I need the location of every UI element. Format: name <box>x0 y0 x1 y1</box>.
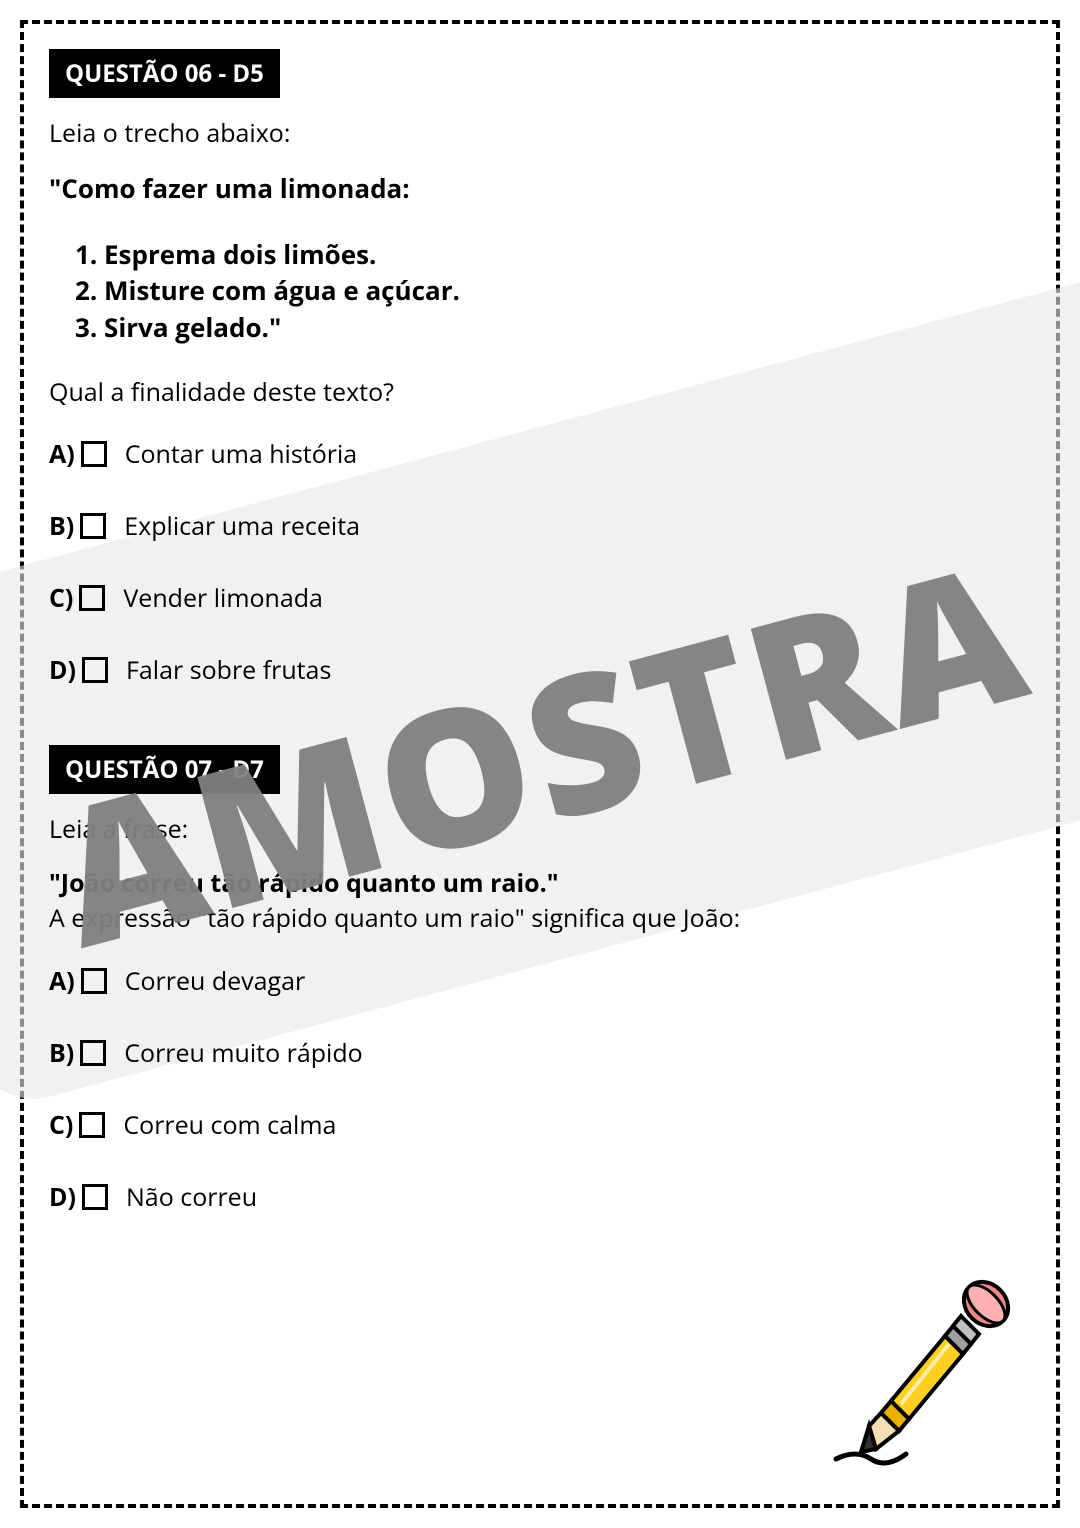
step-item: Sirva gelado." <box>104 309 1031 345</box>
option-row: B) Explicar uma receita <box>49 509 1031 543</box>
bold-quote: "João correu tão rápido quanto um raio." <box>49 866 559 900</box>
question-text-q06: Qual a finalidade deste texto? <box>49 375 1031 409</box>
checkbox[interactable] <box>80 1040 106 1066</box>
option-text: Correu com calma <box>123 1108 336 1142</box>
option-row: D) Falar sobre frutas <box>49 653 1031 687</box>
step-item: Misture com água e açúcar. <box>104 272 1031 308</box>
option-letter: A) <box>49 964 75 998</box>
step-item: Esprema dois limões. <box>104 236 1031 272</box>
option-row: C) Vender limonada <box>49 581 1031 615</box>
option-row: A) Correu devagar <box>49 964 1031 998</box>
sub-line: A expressão "tão rápido quanto um raio" … <box>49 901 740 935</box>
option-text: Explicar uma receita <box>124 509 360 543</box>
sub-text-q07: "João correu tão rápido quanto um raio."… <box>49 866 1031 936</box>
option-text: Não correu <box>126 1180 257 1214</box>
option-row: A) Contar uma história <box>49 437 1031 471</box>
checkbox[interactable] <box>81 968 107 994</box>
checkbox[interactable] <box>82 1184 108 1210</box>
option-letter: A) <box>49 437 75 471</box>
checkbox[interactable] <box>79 585 105 611</box>
pencil-icon <box>821 1274 1021 1474</box>
option-letter: B) <box>49 509 74 543</box>
steps-list-q06: Esprema dois limões. Misture com água e … <box>104 236 1031 345</box>
checkbox[interactable] <box>79 1112 105 1138</box>
question-header-06: QUESTÃO 06 - D5 <box>49 49 280 98</box>
option-text: Contar uma história <box>125 437 357 471</box>
option-letter: D) <box>49 653 76 687</box>
option-row: B) Correu muito rápido <box>49 1036 1031 1070</box>
option-text: Vender limonada <box>123 581 323 615</box>
option-text: Falar sobre frutas <box>126 653 331 687</box>
checkbox[interactable] <box>80 513 106 539</box>
option-text: Correu devagar <box>125 964 305 998</box>
question-header-07: QUESTÃO 07 - D7 <box>49 745 280 794</box>
option-letter: D) <box>49 1180 76 1214</box>
option-row: C) Correu com calma <box>49 1108 1031 1142</box>
quoted-title-q06: "Como fazer uma limonada: <box>49 170 1031 206</box>
option-letter: B) <box>49 1036 74 1070</box>
checkbox[interactable] <box>82 657 108 683</box>
checkbox[interactable] <box>81 441 107 467</box>
option-text: Correu muito rápido <box>124 1036 362 1070</box>
spacer <box>49 725 1031 745</box>
option-row: D) Não correu <box>49 1180 1031 1214</box>
content-area: QUESTÃO 06 - D5 Leia o trecho abaixo: "C… <box>49 49 1031 1214</box>
instruction-q07: Leia a frase: <box>49 812 1031 846</box>
option-letter: C) <box>49 581 73 615</box>
instruction-q06: Leia o trecho abaixo: <box>49 116 1031 150</box>
option-letter: C) <box>49 1108 73 1142</box>
page-border: QUESTÃO 06 - D5 Leia o trecho abaixo: "C… <box>20 20 1060 1508</box>
